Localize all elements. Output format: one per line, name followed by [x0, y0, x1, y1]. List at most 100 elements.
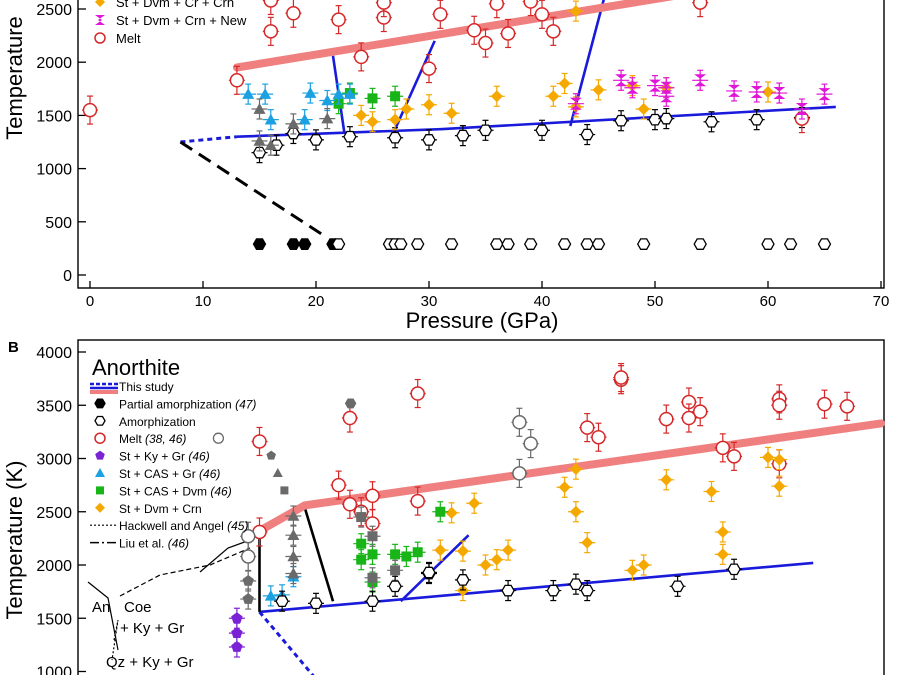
- data-point: [716, 548, 729, 561]
- data-point: [727, 563, 741, 576]
- legend-label: Amorphization: [119, 415, 196, 429]
- data-point: [287, 529, 300, 540]
- data-point: [297, 238, 312, 250]
- data-point: [478, 35, 493, 51]
- panel-b-label: B: [8, 339, 19, 356]
- data-point: [253, 103, 266, 114]
- data-point: [523, 0, 538, 9]
- data-point: [304, 87, 317, 98]
- data-point: [569, 97, 582, 110]
- data-point: [390, 549, 401, 560]
- data-point: [252, 146, 267, 159]
- data-point: [546, 584, 561, 597]
- data-point: [579, 420, 595, 435]
- data-point: [400, 103, 413, 116]
- data-point: [817, 396, 832, 412]
- data-point: [264, 589, 277, 601]
- hackwell-line: [111, 619, 119, 661]
- panel-a-points: [82, 0, 833, 250]
- data-point: [762, 85, 774, 98]
- data-point: [343, 130, 357, 143]
- data-point: [229, 73, 245, 88]
- data-point: [412, 547, 423, 558]
- x-tick-label: 50: [647, 293, 664, 310]
- data-point: [389, 113, 402, 126]
- legend-marker: [95, 0, 105, 7]
- data-point: [390, 565, 401, 576]
- data-point: [523, 238, 538, 250]
- data-point: [490, 90, 503, 103]
- data-point: [390, 91, 401, 102]
- phase-line: [199, 539, 251, 573]
- data-point: [434, 544, 447, 557]
- data-point: [557, 238, 572, 250]
- data-point: [287, 550, 300, 562]
- data-point: [321, 112, 334, 124]
- panel-a-x-ticks: 0 10 20 30 40 50 60 70: [86, 281, 889, 310]
- panel-b-title: Anorthite: [92, 355, 180, 380]
- data-point: [394, 238, 408, 250]
- data-point: [580, 584, 594, 597]
- data-point: [726, 449, 742, 464]
- data-point: [445, 506, 458, 519]
- data-point: [659, 411, 674, 427]
- data-point: [523, 436, 538, 451]
- legend-marker: [94, 32, 106, 44]
- data-point: [410, 386, 425, 401]
- boundary-line: [259, 561, 814, 614]
- data-point: [423, 98, 435, 111]
- legend-label: St + Ky + Gr (46): [119, 450, 210, 464]
- data-point: [761, 238, 775, 250]
- data-point: [331, 477, 346, 493]
- data-point: [772, 398, 787, 413]
- legend-label: St + CAS + Gr (46): [119, 467, 220, 481]
- data-point: [613, 370, 629, 385]
- data-point: [342, 410, 358, 426]
- data-point: [321, 94, 334, 106]
- data-point: [309, 134, 323, 146]
- data-point: [547, 90, 560, 103]
- data-point: [456, 545, 469, 558]
- data-point: [783, 238, 798, 250]
- x-tick-label: 40: [534, 293, 551, 310]
- panel-b-legend: This study Partial amorphization (47) Amor…: [90, 380, 357, 551]
- data-point: [773, 480, 786, 493]
- data-point: [479, 559, 492, 571]
- data-point: [422, 134, 436, 146]
- legend-label: St + CAS + Dvm (46): [119, 484, 232, 498]
- data-point: [648, 113, 662, 126]
- data-point: [501, 238, 515, 250]
- data-point: [818, 88, 831, 101]
- data-point: [534, 7, 550, 22]
- data-point: [692, 0, 708, 10]
- data-point: [356, 512, 367, 523]
- data-point: [264, 113, 277, 125]
- data-point: [490, 553, 503, 566]
- panel-b-y-label: Temperature (K): [2, 461, 27, 620]
- panel-a-frame: [77, 0, 885, 289]
- phase-line: [87, 581, 119, 651]
- panel-b-annotations: An Coe + Ky + Gr Qz + Ky + Gr: [92, 599, 194, 671]
- data-point: [773, 87, 786, 100]
- data-point: [704, 115, 719, 128]
- data-point: [356, 538, 367, 549]
- boundary-line: [399, 534, 470, 603]
- data-point: [569, 505, 582, 518]
- data-point: [332, 88, 345, 99]
- x-tick-label: 20: [308, 293, 325, 310]
- data-point: [569, 578, 583, 591]
- data-point: [231, 627, 243, 638]
- data-point: [456, 574, 470, 586]
- x-tick-label: 60: [760, 293, 777, 310]
- data-point: [500, 26, 516, 41]
- data-point: [468, 497, 481, 510]
- data-point: [489, 0, 505, 11]
- legend-ref: (46): [199, 467, 220, 481]
- legend-ref-marker: [280, 486, 289, 495]
- data-point: [242, 575, 254, 586]
- data-point: [264, 139, 277, 150]
- data-point: [558, 77, 571, 90]
- data-point: [366, 115, 379, 128]
- data-point: [287, 567, 300, 579]
- legend-label: St + Dvm + Crn + New: [116, 13, 247, 28]
